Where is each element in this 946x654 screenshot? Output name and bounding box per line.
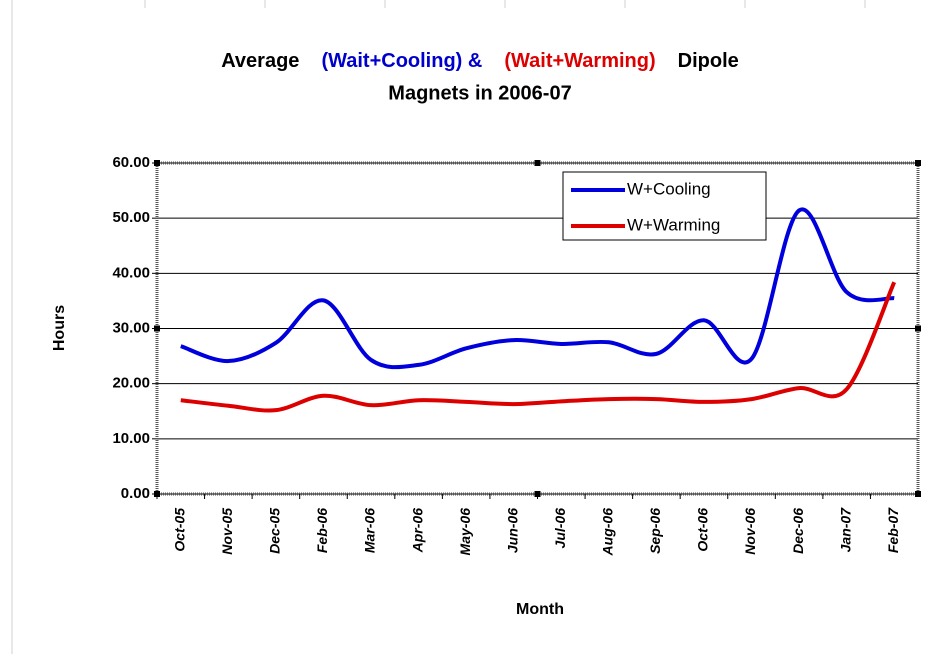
x-tick-label: Mar-06: [362, 508, 378, 553]
title-part: (Wait+Cooling) &: [321, 50, 482, 72]
sheet-background: [11, 0, 866, 654]
chart-title: Average (Wait+Cooling) & (Wait+Warming) Dip…: [221, 50, 739, 72]
x-tick-label: Dec-06: [790, 508, 806, 554]
selection-handle: [154, 160, 160, 166]
x-tick-label: Dec-05: [267, 508, 283, 554]
y-tick-label: 40.00: [112, 264, 150, 281]
x-tick-label: Jun-06: [504, 508, 520, 553]
selection-handle: [915, 325, 921, 332]
x-tick-label: Oct-06: [695, 508, 711, 552]
x-tick-label: Feb-06: [314, 508, 330, 553]
title-part: Average: [221, 50, 299, 72]
y-tick-label: 10.00: [112, 430, 150, 447]
data-line: [180, 207, 895, 370]
y-tick-label: 60.00: [112, 154, 150, 171]
x-tick-label: May-06: [457, 508, 473, 556]
x-tick-label: Sep-06: [647, 508, 663, 554]
x-tick-label: Nov-06: [742, 508, 758, 555]
title-part: (Wait+Warming): [504, 50, 655, 72]
selection-handle: [915, 491, 921, 497]
selection-handle: [154, 325, 160, 332]
y-axis-label: Hours: [51, 305, 68, 351]
data-line: [180, 281, 897, 413]
selection-handle: [915, 160, 921, 166]
legend-label: W+Cooling: [627, 179, 711, 198]
y-tick-label: 30.00: [112, 319, 150, 336]
y-tick-label: 20.00: [112, 375, 150, 392]
x-tick-label: Nov-05: [219, 508, 235, 555]
y-tick-label: 0.00: [121, 485, 150, 502]
x-tick-label: Jan-07: [837, 507, 853, 553]
title-part: Dipole: [678, 50, 739, 72]
legend-box: [562, 171, 767, 241]
x-tick-label: Jul-06: [552, 508, 568, 549]
x-tick-label: Aug-06: [600, 508, 616, 557]
x-tick-label: Oct-05: [171, 508, 187, 552]
y-tick-label: 50.00: [112, 209, 150, 226]
legend-label: W+Warming: [627, 215, 720, 234]
x-axis-label: Month: [516, 601, 564, 618]
selection-handle: [534, 160, 541, 166]
x-tick-label: Apr-06: [409, 508, 425, 554]
x-tick-label: Feb-07: [885, 507, 901, 553]
chart-title: Magnets in 2006-07: [388, 82, 571, 104]
